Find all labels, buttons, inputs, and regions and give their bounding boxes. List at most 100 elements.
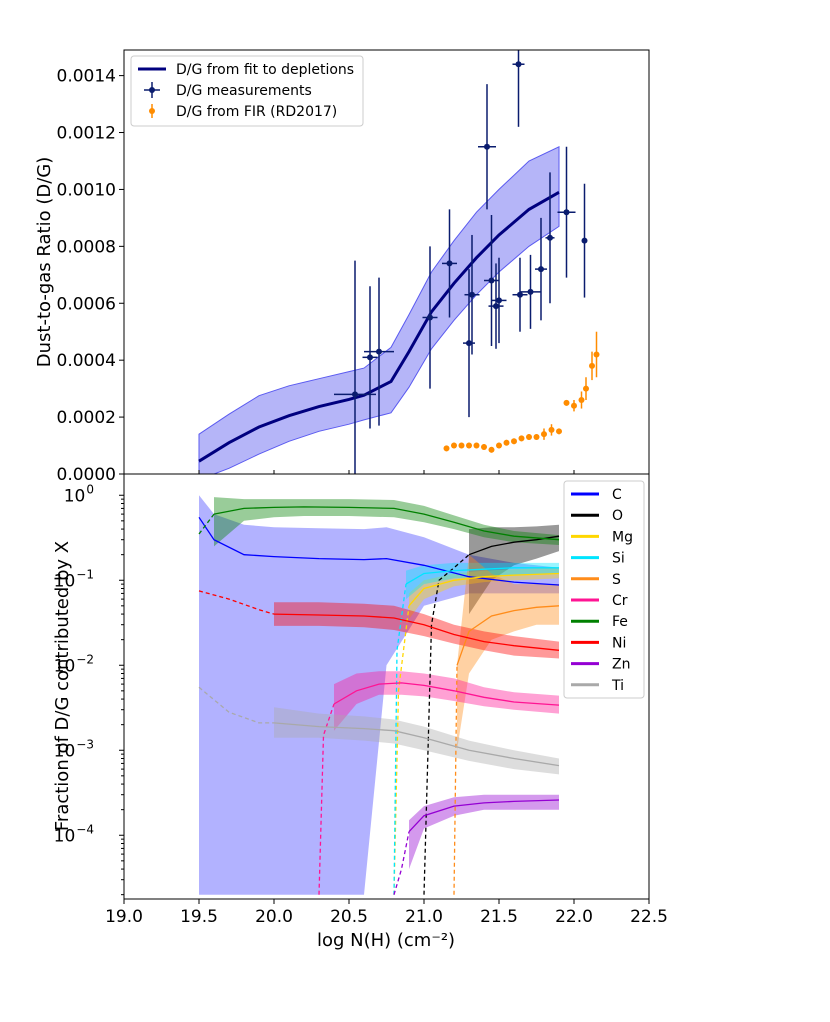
x-tick-label: 19.0 [105,907,143,927]
fir-point [583,377,589,401]
line-mg [408,572,560,607]
line-mg-dashed [393,605,410,895]
x-tick-label: 21.0 [405,907,443,927]
fir-point [443,445,450,452]
measurement-point [512,257,528,332]
band-fe [214,497,559,547]
legend-label-c: C [612,487,622,503]
top-y-axis-label: Dust-to-gas Ratio (D/G) [34,157,55,368]
measurement-point [463,269,475,418]
line-si [405,567,559,585]
legend-measurement-marker [144,82,160,98]
line-si-dashed [393,584,407,895]
fir-point [578,391,585,409]
band-mg [409,567,559,619]
legend-label-cr: Cr [612,593,628,609]
band-ti [274,707,559,775]
fir-point [593,331,600,378]
legend-fir-marker [149,104,155,118]
fir-point [466,442,472,449]
top-legend-box [130,55,364,127]
measurement-point [512,50,525,127]
measurement-point [478,84,496,210]
legend-label-zn: Zn [612,657,630,673]
legend-label-s: S [612,572,621,588]
line-cr [333,682,560,706]
measurement-point [484,215,499,346]
line-ni-dashed [198,590,275,615]
measurement-point [557,146,576,278]
fir-point [571,400,577,412]
measurement-point [520,254,541,329]
bottom-legend: CO Mg Si S Cr Fe Ni Zn Ti [563,480,645,699]
measurement-point [364,277,394,426]
fir-point [533,434,540,441]
measurement-point [464,234,480,355]
fir-point [563,399,570,406]
top-y-tick-label: 0.0010 [57,180,116,200]
line-s-dashed [453,665,458,895]
fir-point [481,443,487,450]
legend-measurement-label: D/G measurements [176,83,312,99]
fir-point [496,442,502,449]
band-c [199,495,559,895]
fit-uncertainty-band [198,146,560,474]
x-tick-label: 20.0 [255,907,293,927]
legend-label-o: O [612,508,623,524]
top-y-tick-label: 0.0014 [57,67,116,87]
legend-label-ti: Ti [611,678,624,694]
line-fe [213,506,560,541]
top-legend: D/G from fit to depletions D/G measureme… [130,55,364,127]
legend-fir-label: D/G from FIR (RD2017) [176,104,337,120]
legend-label-si: Si [612,551,625,567]
x-tick-label: 19.5 [180,907,218,927]
measurement-point [535,217,547,321]
band-cr [334,671,559,731]
legend-label-mg: Mg [612,529,633,545]
top-y-tick-label: 0.0006 [57,294,116,314]
line-zn [408,799,560,833]
top-panel: 0.0000 0.0002 0.0004 0.0006 0.0008 0.0010 0.00… [34,49,650,485]
bottom-y-tick-label: 100 [64,482,94,506]
fir-point [488,446,495,453]
line-ti [273,722,560,767]
top-y-tick-label: 0.0008 [57,237,116,257]
measurement-point [491,257,507,344]
fir-point [511,438,517,445]
line-c [198,516,560,586]
top-y-tick-label: 0.0000 [57,465,116,485]
band-ni [274,602,559,659]
x-tick-label: 21.5 [480,907,518,927]
measurement-point [545,172,555,304]
legend-fit-label: D/G from fit to depletions [176,62,354,78]
line-ti-dashed [198,686,274,724]
measurement-point [334,260,376,474]
fir-point [589,351,595,381]
bottom-y-axis-label: Fraction of D/G contributed by X [52,541,73,831]
measurement-point [442,209,457,318]
bottom-y-tick-label: 10−1 [54,567,94,591]
top-y-tick-label: 0.0002 [57,408,116,428]
legend-label-fe: Fe [612,614,628,630]
fir-point [451,442,457,449]
fir-point [518,435,525,442]
top-y-tick-label: 0.0012 [57,124,116,144]
top-y-tick-label: 0.0004 [57,351,116,371]
legend-label-ni: Ni [612,635,626,651]
fir-point [458,442,465,449]
fir-point [473,442,480,449]
line-ni [273,613,560,651]
bottom-axes-frame [123,473,650,900]
x-tick-label: 22.5 [630,907,668,927]
x-axis-label: log N(H) (cm⁻²) [317,930,455,951]
fir-point [556,428,562,435]
line-zn-dashed [393,831,410,895]
measurement-point [422,246,438,389]
fir-point [526,434,532,441]
fir-point [548,424,555,436]
fir-point [541,428,547,440]
band-zn [409,794,559,870]
x-tick-label: 20.5 [330,907,368,927]
